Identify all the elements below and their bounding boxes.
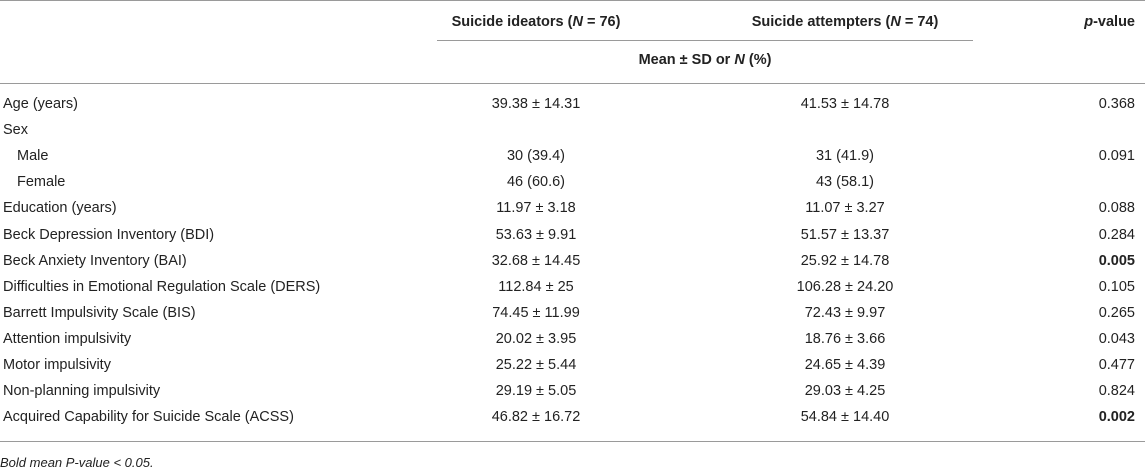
row-label: Motor impulsivity [3, 357, 111, 373]
row-label: Age (years) [3, 96, 78, 112]
row-group1-value: 74.45 ± 11.99 [492, 305, 580, 321]
header-bottom-rule [0, 83, 1145, 84]
header-pvalue: p-value [1084, 13, 1135, 31]
row-pvalue: 0.265 [1098, 305, 1135, 321]
row-group1-value: 20.02 ± 3.95 [495, 331, 577, 347]
header-pvalue-symbol: p [1084, 14, 1094, 30]
row-pvalue: 0.284 [1098, 227, 1135, 243]
header-group2-n-value: = 74) [900, 14, 939, 30]
row-group1-value: 112.84 ± 25 [498, 279, 574, 295]
row-group1-value: 46 (60.6) [506, 174, 566, 190]
row-group2-value: 18.76 ± 3.66 [804, 331, 886, 347]
row-group2-value: 43 (58.1) [815, 174, 875, 190]
row-label: Difficulties in Emotional Regulation Sca… [3, 279, 321, 295]
row-group2-value: 41.53 ± 14.78 [800, 96, 890, 112]
row-label: Beck Anxiety Inventory (BAI) [3, 253, 187, 269]
subheader: Mean ± SD or N (%) [639, 51, 772, 69]
row-label: Female [17, 174, 66, 190]
row-label: Education (years) [3, 200, 117, 216]
row-group2-value: 106.28 ± 24.20 [796, 279, 894, 295]
row-label: Male [17, 148, 49, 164]
footnote: Bold mean P-value < 0.05. [0, 455, 154, 470]
header-group1: Suicide ideators (N = 76) [452, 13, 621, 31]
row-group2-value: 54.84 ± 14.40 [800, 409, 890, 425]
row-pvalue: 0.105 [1098, 279, 1135, 295]
header-pvalue-text: -value [1093, 14, 1135, 30]
row-group2-value: 51.57 ± 13.37 [800, 227, 890, 243]
header-group1-n-symbol: N [572, 14, 583, 30]
row-pvalue: 0.002 [1098, 409, 1135, 425]
row-pvalue: 0.368 [1098, 96, 1135, 112]
header-underline [437, 40, 973, 41]
row-label: Barrett Impulsivity Scale (BIS) [3, 305, 196, 321]
subheader-suffix: (%) [744, 52, 772, 68]
row-label: Attention impulsivity [3, 331, 132, 347]
row-label: Beck Depression Inventory (BDI) [3, 227, 215, 243]
header-group2-n-symbol: N [890, 14, 901, 30]
row-pvalue: 0.824 [1098, 383, 1135, 399]
row-label: Acquired Capability for Suicide Scale (A… [3, 409, 294, 425]
row-label: Non-planning impulsivity [3, 383, 161, 399]
row-group1-value: 25.22 ± 5.44 [495, 357, 577, 373]
row-group1-value: 29.19 ± 5.05 [495, 383, 577, 399]
row-group2-value: 25.92 ± 14.78 [800, 253, 890, 269]
row-label: Sex [3, 122, 28, 138]
row-group2-value: 31 (41.9) [815, 148, 875, 164]
row-pvalue: 0.091 [1098, 148, 1135, 164]
row-group2-value: 24.65 ± 4.39 [804, 357, 886, 373]
row-group1-value: 11.97 ± 3.18 [496, 200, 576, 216]
row-group1-value: 32.68 ± 14.45 [491, 253, 581, 269]
bottom-rule [0, 441, 1145, 442]
header-group2: Suicide attempters (N = 74) [752, 13, 939, 31]
row-group1-value: 53.63 ± 9.91 [495, 227, 577, 243]
row-group2-value: 29.03 ± 4.25 [804, 383, 886, 399]
header-group1-n-value: = 76) [582, 14, 621, 30]
header-group1-name: Suicide ideators ( [451, 14, 573, 30]
row-pvalue: 0.088 [1098, 200, 1135, 216]
row-pvalue: 0.005 [1098, 253, 1135, 269]
top-rule [0, 0, 1145, 1]
row-group1-value: 46.82 ± 16.72 [491, 409, 581, 425]
row-pvalue: 0.043 [1098, 331, 1135, 347]
row-group2-value: 11.07 ± 3.27 [805, 200, 885, 216]
row-group1-value: 39.38 ± 14.31 [491, 96, 581, 112]
row-group2-value: 72.43 ± 9.97 [804, 305, 886, 321]
subheader-prefix: Mean ± SD or [638, 52, 735, 68]
subheader-n-symbol: N [734, 52, 745, 68]
row-group1-value: 30 (39.4) [506, 148, 566, 164]
header-group2-name: Suicide attempters ( [751, 14, 891, 30]
row-pvalue: 0.477 [1098, 357, 1135, 373]
